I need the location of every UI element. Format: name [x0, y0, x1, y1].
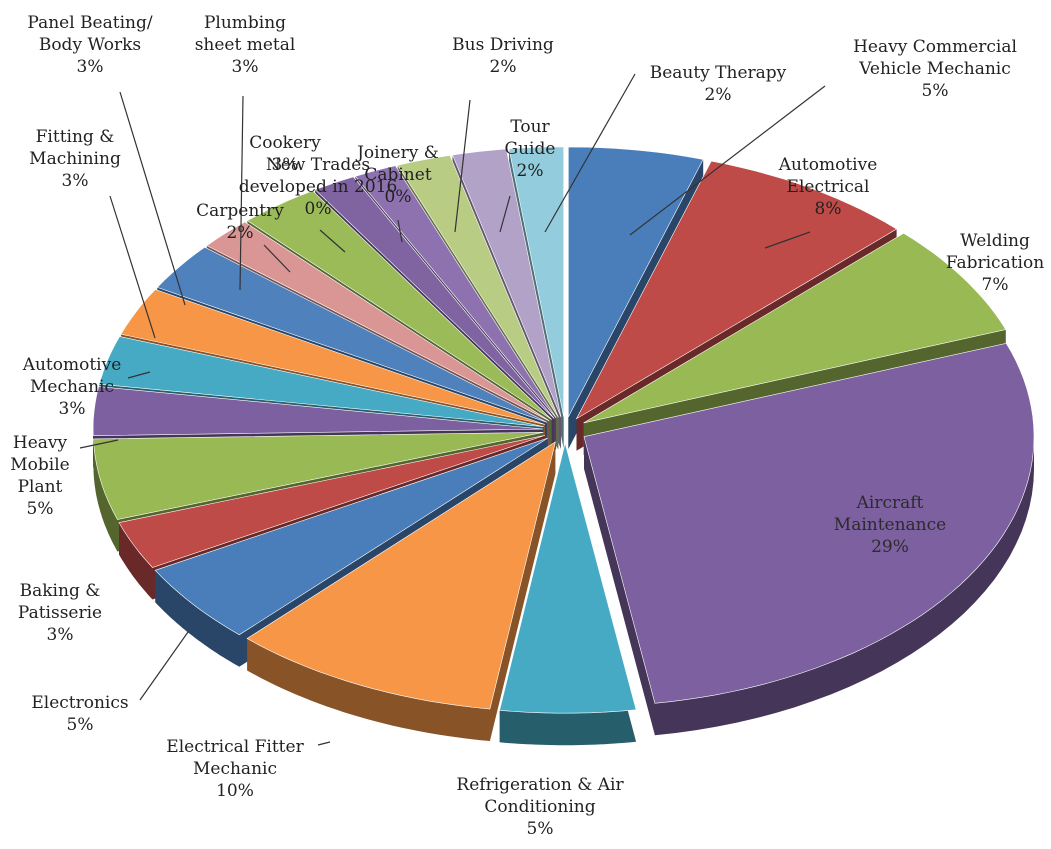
slice-label-6: Electronics 5% [31, 693, 128, 735]
slice-label-16: Joinery & Cabinet 0% [355, 143, 439, 207]
slice-label-12: Plumbing sheet metal 3% [195, 13, 296, 77]
leader-line-9 [127, 371, 151, 379]
leader-line-17 [454, 99, 471, 233]
slice-label-4: Refrigeration & Air Conditioning 5% [456, 775, 624, 839]
pie-slice-4 [499, 443, 637, 714]
leader-line-10 [109, 195, 156, 339]
leader-line-0 [629, 85, 826, 236]
slice-label-17: Bus Driving 2% [452, 35, 554, 77]
pie-slice-13 [206, 221, 550, 422]
leader-line-16 [397, 219, 403, 243]
pie-slice-1 [575, 160, 898, 420]
slice-label-13: Carpentry 2% [196, 201, 284, 243]
pie-slice-wall-4 [499, 443, 637, 746]
pie-slice-16 [354, 165, 557, 419]
pie-slice-12 [156, 246, 548, 423]
slice-label-1: Automotive Electrical 8% [778, 155, 878, 219]
leader-line-11 [119, 91, 186, 306]
slice-label-8: Heavy Mobile Plant 5% [10, 433, 69, 519]
pie-slice-17 [397, 155, 559, 418]
slice-label-10: Fitting & Machining 3% [29, 127, 121, 191]
leader-line-14 [319, 229, 346, 253]
slice-label-7: Baking & Patisserie 3% [18, 581, 102, 645]
leader-line-6 [139, 631, 189, 701]
slice-label-0: Heavy Commercial Vehicle Mechanic 5% [853, 37, 1017, 101]
pie-slice-side-4 [499, 443, 637, 746]
slice-label-9: Automotive Mechanic 3% [22, 355, 122, 419]
pie-slice-18 [452, 148, 562, 418]
pie-slice-14 [246, 190, 552, 420]
pie-slice-3 [583, 342, 1035, 704]
pie-slice-7 [118, 435, 545, 568]
slice-label-2: Welding Fabrication 7% [946, 231, 1044, 295]
slice-label-15: New Trades developed in 2016 0% [239, 155, 398, 219]
slice-label-3: Aircraft Maintenance 29% [834, 493, 946, 557]
leader-line-5 [317, 741, 331, 746]
pie-slice-wall-1 [576, 161, 897, 451]
pie-slice-0 [568, 146, 704, 418]
pie-slice-9 [92, 386, 544, 437]
pie-slice-side-1 [576, 161, 897, 451]
pie-slice-6 [154, 437, 548, 636]
slice-label-19: Beauty Therapy 2% [650, 63, 787, 105]
leader-line-18 [499, 195, 511, 233]
leader-line-8 [79, 439, 119, 449]
leader-line-19 [544, 73, 636, 233]
pie-slice-15 [314, 176, 555, 419]
leader-line-1 [764, 231, 811, 249]
slice-label-11: Panel Beating/Body Works 3% [27, 13, 152, 77]
leader-line-13 [263, 244, 291, 273]
slice-label-18: Tour Guide 2% [505, 117, 556, 181]
pie-slice-19 [508, 146, 564, 417]
slice-label-5: Electrical Fitter Mechanic 10% [166, 737, 304, 801]
pie-slice-5 [246, 441, 556, 710]
pie-slice-11 [120, 289, 546, 425]
slice-label-14: Cookery 3% [249, 133, 321, 175]
leader-line-12 [239, 95, 244, 291]
pie-slice-10 [98, 336, 544, 427]
pie-slice-8 [93, 432, 544, 520]
pie-slice-2 [583, 232, 1007, 424]
